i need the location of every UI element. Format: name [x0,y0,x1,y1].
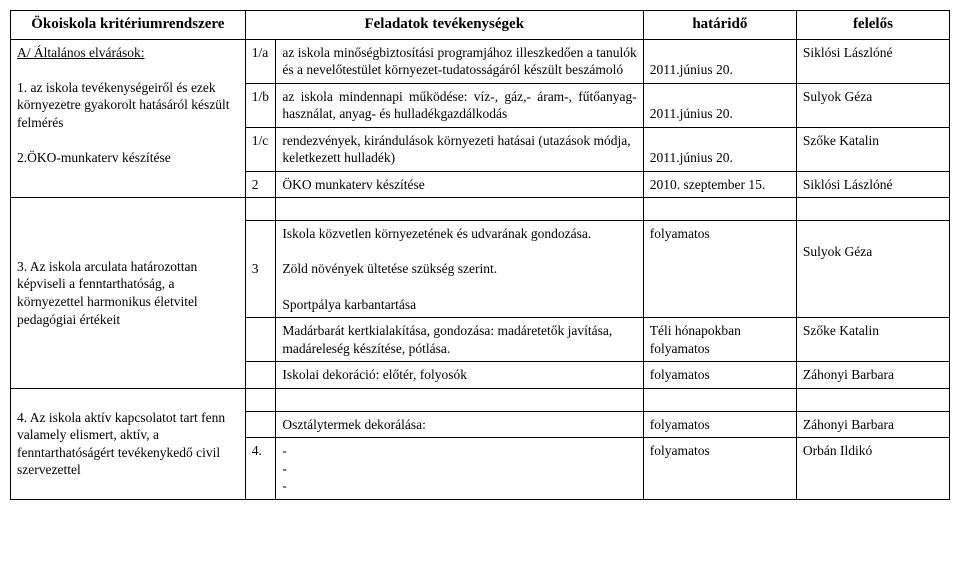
criteria-1-text: 1. az iskola tevékenységeiről és ezek kö… [17,80,230,130]
resp-3: Sulyok Géza [796,221,949,318]
header-row: Ökoiskola kritériumrendszere Feladatok t… [11,11,950,40]
spacer-2: 4. Az iskola aktív kapcsolatot tart fenn… [11,388,950,411]
num-3: 3 [245,221,276,318]
section-a-title: A/ Általános elvárások: [17,45,144,60]
num-1c: 1/c [245,127,276,171]
task-2: ÖKO munkaterv készítése [276,171,643,198]
deadline-osztalytermek: folyamatos [643,411,796,438]
criteria-cell-1-2: A/ Általános elvárások: 1. az iskola tev… [11,39,246,198]
criteria-cell-4: 4. Az iskola aktív kapcsolatot tart fenn… [11,388,246,499]
criteria-table: Ökoiskola kritériumrendszere Feladatok t… [10,10,950,500]
deadline-madarbarat: Téli hónapokban folyamatos [643,318,796,362]
resp-1b: Sulyok Géza [796,83,949,127]
deadline-4: folyamatos [643,438,796,500]
num-1a: 1/a [245,39,276,83]
deadline-1c: 2011.június 20. [643,127,796,171]
task-4: - - - [276,438,643,500]
num-1b: 1/b [245,83,276,127]
header-deadline: határidő [643,11,796,40]
task-1b: az iskola mindennapi működése: víz-, gáz… [276,83,643,127]
num-2: 2 [245,171,276,198]
num-4: 4. [245,438,276,500]
resp-1c: Szőke Katalin [796,127,949,171]
resp-2: Siklósi Lászlóné [796,171,949,198]
task-3: Iskola közvetlen környezetének és udvará… [276,221,643,318]
header-responsible: felelős [796,11,949,40]
resp-osztalytermek: Záhonyi Barbara [796,411,949,438]
deadline-dekoracio: folyamatos [643,362,796,389]
deadline-1a: 2011.június 20. [643,39,796,83]
criteria-4-text: 4. Az iskola aktív kapcsolatot tart fenn… [17,410,225,478]
criteria-3-text: 3. Az iskola arculata határozottan képvi… [17,259,198,327]
deadline-2: 2010. szeptember 15. [643,171,796,198]
criteria-2-text: 2.ÖKO-munkaterv készítése [17,150,171,165]
spacer-1: 3. Az iskola arculata határozottan képvi… [11,198,950,221]
resp-madarbarat: Szőke Katalin [796,318,949,362]
deadline-1b: 2011.június 20. [643,83,796,127]
resp-1a: Siklósi Lászlóné [796,39,949,83]
header-criteria: Ökoiskola kritériumrendszere [11,11,246,40]
deadline-3: folyamatos [643,221,796,318]
task-1a: az iskola minőségbiztosítási programjáho… [276,39,643,83]
task-dekoracio: Iskolai dekoráció: előtér, folyosók [276,362,643,389]
header-tasks: Feladatok tevékenységek [245,11,643,40]
criteria-cell-3: 3. Az iskola arculata határozottan képvi… [11,198,246,388]
resp-dekoracio: Záhonyi Barbara [796,362,949,389]
task-1c: rendezvények, kirándulások környezeti ha… [276,127,643,171]
resp-4: Orbán Ildikó [796,438,949,500]
task-osztalytermek: Osztálytermek dekorálása: [276,411,643,438]
task-madarbarat: Madárbarát kertkialakítása, gondozása: m… [276,318,643,362]
row-1a: A/ Általános elvárások: 1. az iskola tev… [11,39,950,83]
